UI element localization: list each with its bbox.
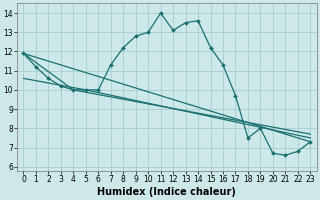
X-axis label: Humidex (Indice chaleur): Humidex (Indice chaleur) (98, 187, 236, 197)
